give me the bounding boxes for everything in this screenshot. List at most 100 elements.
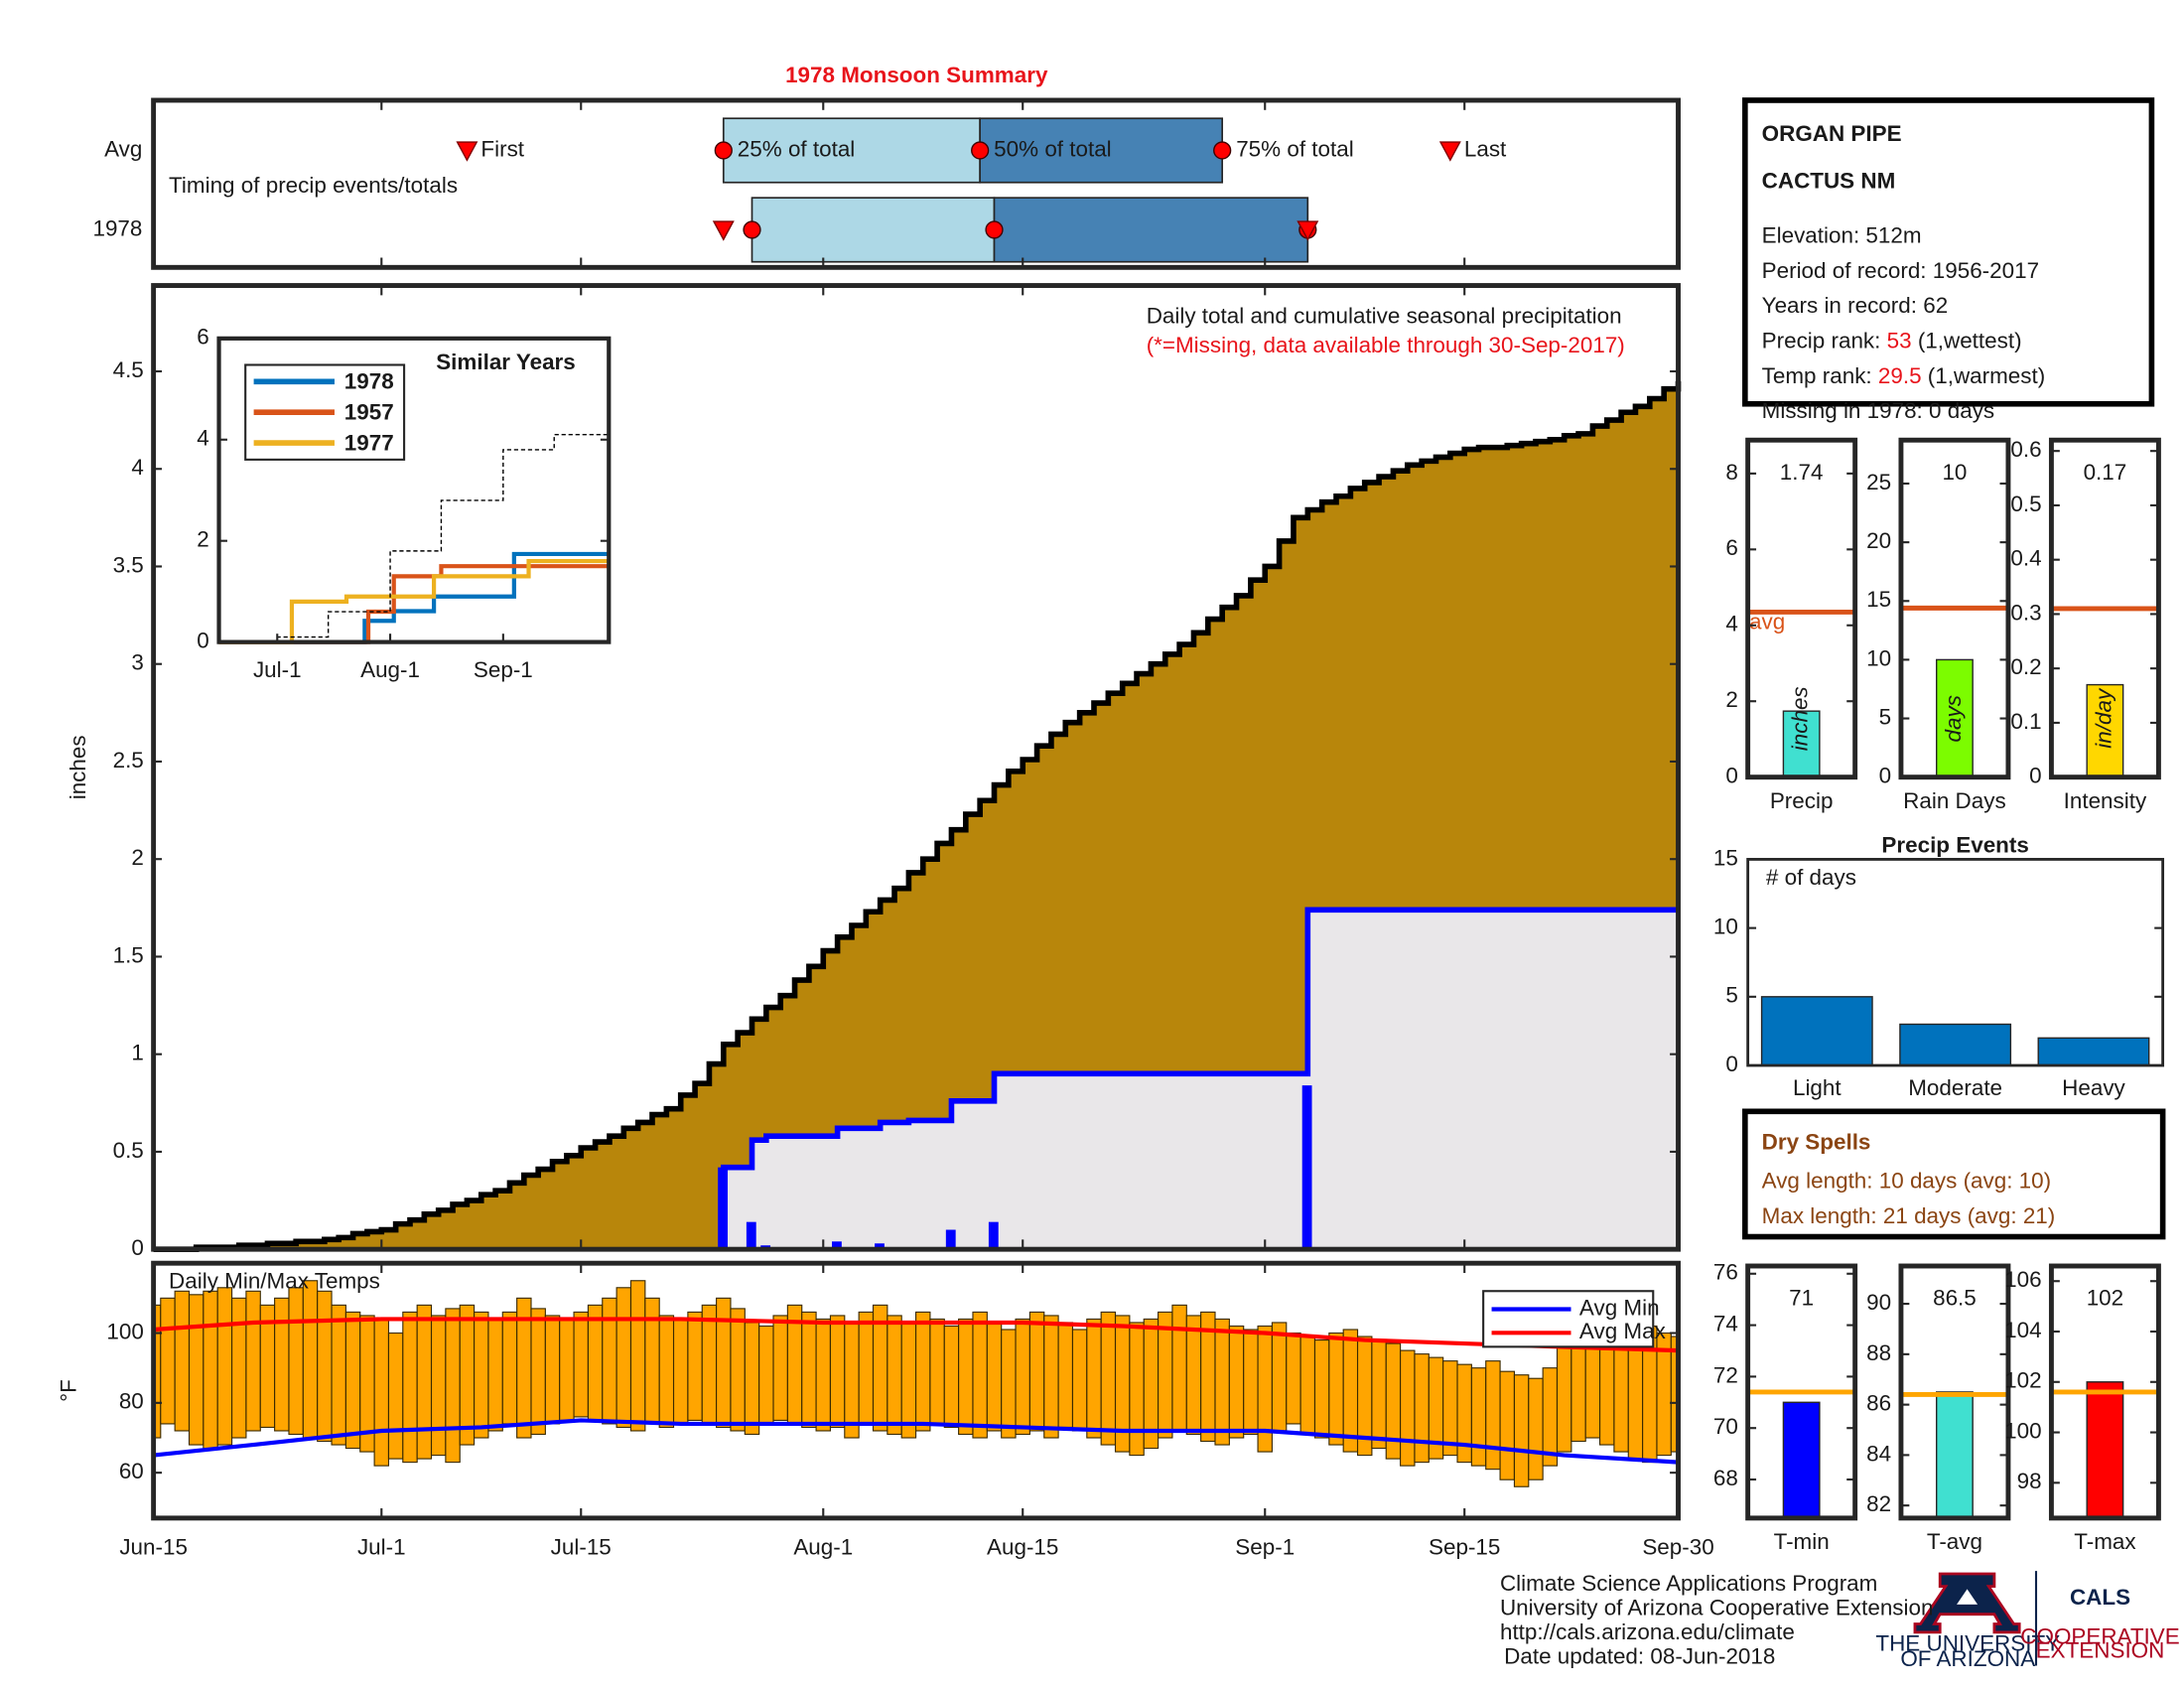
y-tick-label: 102 bbox=[2004, 1368, 2041, 1393]
y-tick-label: 100 bbox=[2004, 1418, 2041, 1443]
y-tick-label: 70 bbox=[1713, 1414, 1738, 1439]
temp-range-bar bbox=[474, 1311, 489, 1439]
value-label: 0.17 bbox=[2084, 460, 2127, 485]
station-text: Missing in 1978: 0 days bbox=[1762, 398, 1994, 423]
temp-range-bar bbox=[1171, 1304, 1187, 1432]
temp-range-bar bbox=[416, 1304, 433, 1460]
station-text: Years in record: 62 bbox=[1762, 293, 1949, 318]
temp-range-bar bbox=[943, 1325, 960, 1429]
category-label: T-avg bbox=[1927, 1529, 1982, 1554]
temp-range-bar bbox=[1456, 1363, 1472, 1464]
y-tick-label: 88 bbox=[1866, 1340, 1891, 1365]
temp-range-bar bbox=[1513, 1374, 1530, 1487]
station-text: Elevation: 512m bbox=[1762, 222, 1922, 247]
y-tick-label: 60 bbox=[119, 1459, 144, 1483]
panel-frame bbox=[1745, 437, 1858, 780]
value-label: 10 bbox=[1942, 460, 1967, 485]
category-label: T-max bbox=[2074, 1529, 2135, 1554]
panel-frame bbox=[2048, 1263, 2161, 1521]
bar bbox=[1899, 1023, 2012, 1066]
station-line: Precip rank: 53 (1,wettest) bbox=[1762, 328, 2022, 352]
cumulative-1978-fill bbox=[723, 910, 1679, 1250]
temp-range-bar bbox=[559, 1318, 575, 1421]
x-tick-label: Jul-1 bbox=[253, 657, 302, 682]
temp-range-bar bbox=[772, 1315, 788, 1421]
station-line: Period of record: 1956-2017 bbox=[1762, 258, 2039, 283]
inset-frame bbox=[216, 336, 612, 644]
quartile-box bbox=[993, 197, 1309, 263]
y-tick-label: 10 bbox=[1866, 645, 1891, 670]
station-name: ORGAN PIPE bbox=[1762, 121, 1902, 146]
daily-precip-bar bbox=[988, 1221, 999, 1250]
y-tick-label: 0.2 bbox=[2010, 654, 2041, 679]
temp-range-bar bbox=[1670, 1336, 1679, 1453]
temp-range-bar bbox=[929, 1318, 945, 1425]
quartile-box bbox=[979, 117, 1224, 184]
temp-range-bar bbox=[844, 1322, 860, 1439]
y-tick-label: 100 bbox=[106, 1319, 143, 1343]
quartile-marker bbox=[743, 220, 761, 239]
y-tick-label: 0.4 bbox=[2010, 546, 2041, 571]
bar bbox=[1782, 710, 1821, 778]
x-tick-label: Light bbox=[1793, 1075, 1842, 1100]
value-label: 71 bbox=[1789, 1286, 1814, 1311]
temp-range-bar bbox=[1499, 1370, 1516, 1480]
temp-range-bar bbox=[1528, 1377, 1544, 1480]
temp-range-bar bbox=[344, 1311, 361, 1450]
unit-label: in/day bbox=[2091, 687, 2116, 749]
y-tick-label: 0 bbox=[1725, 764, 1737, 788]
avg-temp-line bbox=[153, 1317, 1679, 1353]
timing-frame bbox=[151, 97, 1681, 270]
temp-range-bar bbox=[1214, 1318, 1230, 1446]
daily-precip-bar bbox=[1301, 1085, 1312, 1250]
avg-cumulative-area bbox=[153, 380, 1679, 1250]
y-axis-label: °F bbox=[56, 1379, 80, 1402]
y-tick-label: 4 bbox=[1725, 612, 1737, 636]
temp-range-bar bbox=[1015, 1318, 1030, 1436]
temp-range-bar bbox=[160, 1297, 176, 1425]
quartile-box bbox=[751, 197, 996, 263]
temp-range-bar bbox=[716, 1297, 732, 1429]
panel-frame bbox=[2048, 437, 2161, 780]
temp-range-bar bbox=[1057, 1322, 1074, 1429]
y-tick-label: 1.5 bbox=[113, 942, 144, 967]
avg-temp-line bbox=[153, 1418, 1679, 1465]
temp-range-bar bbox=[758, 1325, 774, 1425]
temp-range-bar bbox=[188, 1294, 205, 1446]
temp-range-bar bbox=[1001, 1329, 1017, 1439]
footer-line: Date updated: 08-Jun-2018 bbox=[1504, 1644, 1775, 1669]
temp-range-bar bbox=[1556, 1346, 1572, 1453]
x-tick-label: Sep-30 bbox=[1642, 1535, 1713, 1560]
y-tick-label: 2 bbox=[197, 527, 208, 552]
temp-range-bar bbox=[1100, 1311, 1117, 1446]
y-tick-label: 0.5 bbox=[113, 1138, 144, 1163]
temp-range-bar bbox=[1485, 1360, 1501, 1471]
bar bbox=[1782, 1401, 1821, 1519]
temp-range-bar bbox=[1371, 1338, 1387, 1450]
quartile-marker bbox=[1213, 141, 1232, 160]
temp-range-bar bbox=[302, 1280, 319, 1439]
temp-range-bar bbox=[373, 1318, 390, 1467]
precip-frame bbox=[151, 283, 1681, 1252]
legend-label: 1957 bbox=[344, 400, 394, 425]
event-marker bbox=[712, 220, 735, 241]
logo-university: THE UNIVERSITY bbox=[1875, 1630, 2060, 1655]
station-highlight: 29.5 bbox=[1878, 363, 1922, 388]
bar bbox=[1935, 658, 1974, 778]
unit-label: days bbox=[1941, 695, 1966, 742]
inset-title: Similar Years bbox=[436, 350, 576, 374]
temp-range-bar bbox=[615, 1287, 632, 1429]
year-line bbox=[218, 564, 610, 644]
temp-range-bar bbox=[1071, 1329, 1088, 1432]
y-tick-label: 86 bbox=[1866, 1391, 1891, 1416]
y-tick-label: 1 bbox=[131, 1041, 143, 1065]
x-tick-label: Aug-15 bbox=[987, 1535, 1058, 1560]
y-tick-label: 74 bbox=[1713, 1312, 1738, 1336]
chart-title: 1978 Monsoon Summary bbox=[785, 63, 1048, 87]
temp-range-bar bbox=[730, 1308, 746, 1432]
temp-range-bar bbox=[644, 1297, 660, 1425]
station-box bbox=[1742, 97, 2155, 407]
temp-range-bar bbox=[1043, 1315, 1059, 1439]
station-line: Elevation: 512m bbox=[1762, 222, 1922, 247]
temp-range-bar bbox=[587, 1304, 604, 1421]
